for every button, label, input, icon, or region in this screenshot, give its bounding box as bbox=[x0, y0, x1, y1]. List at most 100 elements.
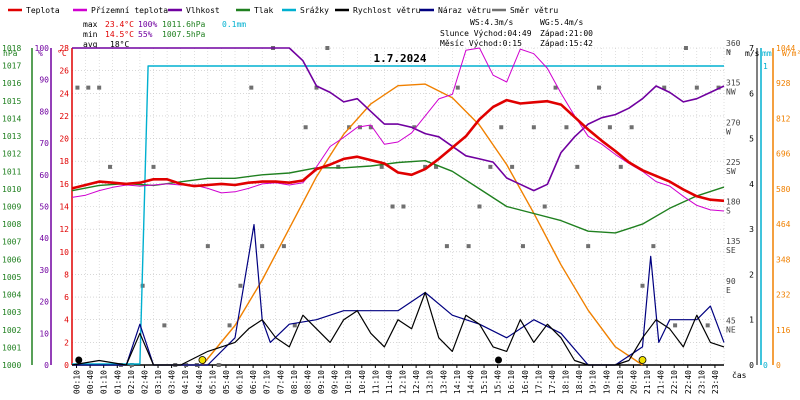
stat-max-label: max bbox=[83, 20, 98, 29]
x-tick-label: 17:40 bbox=[548, 370, 557, 394]
wind-direction-dot bbox=[379, 164, 384, 169]
x-tick-label: 04:40 bbox=[195, 370, 204, 394]
stat-max-rain: 0.1mm bbox=[222, 20, 246, 29]
tick-c: 26 bbox=[59, 67, 69, 76]
tick-dir-value: 315 bbox=[726, 79, 741, 88]
rain-line bbox=[72, 65, 724, 365]
tick-pct: 60 bbox=[39, 171, 49, 180]
moonrise-marker bbox=[75, 356, 83, 364]
x-tick-label: 21:40 bbox=[657, 370, 666, 394]
stat-avg-temp: 18°C bbox=[110, 40, 129, 49]
tick-wm: 928 bbox=[776, 79, 791, 88]
tick-dir-label: SE bbox=[726, 246, 736, 255]
x-tick-label: 11:40 bbox=[385, 370, 394, 394]
x-tick-label: 19:40 bbox=[602, 370, 611, 394]
wind-direction-dot bbox=[227, 323, 232, 328]
tick-c: 28 bbox=[59, 44, 69, 53]
x-tick-label: 06:40 bbox=[249, 370, 258, 394]
x-tick-label: 01:40 bbox=[113, 370, 122, 394]
tick-c: 0 bbox=[64, 361, 69, 370]
sunset-marker bbox=[638, 356, 647, 364]
wind-direction-dot bbox=[444, 244, 449, 249]
pressure-line bbox=[71, 160, 725, 234]
tick-c: 24 bbox=[59, 89, 69, 98]
axis-unit-deg: ° bbox=[727, 49, 732, 58]
stat-min-temp: 14.5°C bbox=[105, 30, 134, 39]
x-axis-label: čas bbox=[732, 370, 747, 380]
wind-direction-dot bbox=[673, 323, 678, 328]
tick-dir-label: E bbox=[726, 286, 731, 295]
x-tick-label: 18:10 bbox=[562, 370, 571, 394]
tick-c: 8 bbox=[64, 270, 69, 279]
tick-hpa: 1018 bbox=[2, 44, 21, 53]
axis-unit-ms: m/s bbox=[745, 49, 760, 58]
wind-direction-dot bbox=[325, 46, 330, 50]
wind-direction-dot bbox=[575, 164, 580, 169]
tick-dir-value: 90 bbox=[726, 277, 736, 286]
tick-c: 2 bbox=[64, 338, 69, 347]
x-tick-label: 13:10 bbox=[426, 370, 435, 394]
wind-direction-dot bbox=[434, 164, 439, 169]
tick-c: 16 bbox=[59, 180, 69, 189]
wind-direction-dot bbox=[662, 85, 667, 90]
tick-hpa: 1015 bbox=[2, 97, 21, 106]
x-tick-label: 22:40 bbox=[684, 370, 693, 394]
tick-hpa: 1003 bbox=[2, 308, 21, 317]
wind-direction-dot bbox=[390, 204, 395, 209]
x-tick-label: 03:10 bbox=[154, 370, 163, 394]
wind-direction-dot bbox=[716, 85, 721, 90]
wind-direction-dot bbox=[129, 363, 134, 367]
axis-unit-mm: mm bbox=[762, 49, 772, 58]
tick-c: 10 bbox=[59, 248, 69, 257]
wind-direction-dot bbox=[368, 125, 373, 130]
tick-dir-label: NW bbox=[726, 88, 736, 97]
tick-c: 4 bbox=[64, 316, 69, 325]
tick-dir-value: 270 bbox=[726, 118, 741, 127]
wind-direction-dot bbox=[303, 125, 308, 130]
x-tick-label: 09:40 bbox=[331, 370, 340, 394]
moonset-marker bbox=[495, 356, 503, 364]
wind-gust-line bbox=[72, 224, 725, 366]
wind-direction-dot bbox=[683, 46, 688, 50]
x-tick-label: 09:10 bbox=[317, 370, 326, 394]
wind-direction-dot bbox=[499, 125, 504, 130]
chart-title: 1.7.2024 bbox=[374, 52, 427, 65]
tick-pct: 30 bbox=[39, 266, 49, 275]
x-tick-label: 02:10 bbox=[127, 370, 136, 394]
x-tick-label: 13:40 bbox=[439, 370, 448, 394]
wind-direction-dot bbox=[651, 244, 656, 249]
wind-direction-dot bbox=[205, 244, 210, 249]
tick-wm: 232 bbox=[776, 291, 791, 300]
x-tick-label: 00:10 bbox=[73, 370, 82, 394]
x-tick-label: 10:40 bbox=[358, 370, 367, 394]
temperature-line bbox=[71, 98, 725, 203]
tick-dir-label: NE bbox=[726, 325, 736, 334]
legend-label: Srážky bbox=[300, 6, 329, 15]
tick-hpa: 1002 bbox=[2, 326, 21, 335]
tick-pct: 80 bbox=[39, 107, 49, 116]
x-tick-label: 06:10 bbox=[236, 370, 245, 394]
tick-wm: 348 bbox=[776, 255, 791, 264]
solar-line bbox=[201, 83, 643, 366]
legend-label: Rychlost větru bbox=[353, 6, 421, 15]
x-tick-label: 22:10 bbox=[670, 370, 679, 394]
wind-direction-dot bbox=[705, 323, 710, 328]
legend-label: Teplota bbox=[26, 6, 60, 15]
x-tick-label: 15:40 bbox=[494, 370, 503, 394]
wind-direction-dot bbox=[488, 164, 493, 169]
wind-direction-dot bbox=[586, 244, 591, 249]
x-tick-label: 08:10 bbox=[290, 370, 299, 394]
tick-dir-label: S bbox=[726, 207, 731, 216]
x-tick-label: 12:40 bbox=[412, 370, 421, 394]
tick-dir-value: 135 bbox=[726, 237, 741, 246]
legend-label: Vlhkost bbox=[186, 6, 220, 15]
wind-direction-dot bbox=[314, 85, 319, 90]
tick-wm: 696 bbox=[776, 150, 791, 159]
wind-speed-line bbox=[71, 291, 725, 366]
tick-wm: 464 bbox=[776, 220, 791, 229]
tick-dir-value: 180 bbox=[726, 198, 741, 207]
wind-direction-dot bbox=[542, 204, 547, 209]
tick-hpa: 1010 bbox=[2, 185, 21, 194]
